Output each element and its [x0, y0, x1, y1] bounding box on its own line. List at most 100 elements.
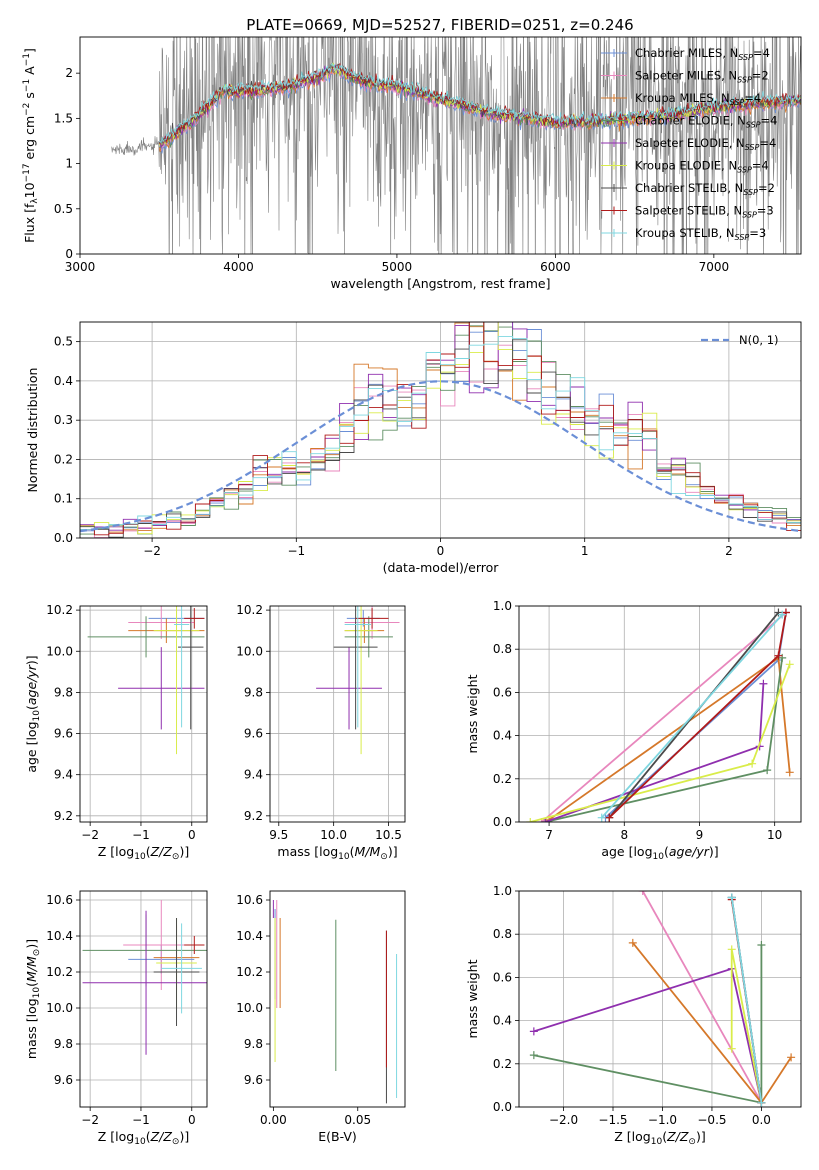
mass-vs-Z-panel: −2 −1 09.69.810.010.210.410.6Z [log10(Z/Z⊙… — [24, 890, 208, 1147]
label-part: age [log — [24, 721, 39, 772]
weight-marker — [605, 813, 614, 822]
label-part: ( — [664, 844, 669, 859]
legend-text: =4 — [753, 46, 770, 60]
x-tick-label: 6000 — [540, 260, 571, 274]
label-part: ( — [350, 844, 355, 859]
x-tick-label: 1 — [581, 544, 589, 558]
y-tick-label: 0.1 — [54, 492, 73, 506]
legend-text: =4 — [752, 159, 769, 173]
label-part: ⊙ — [380, 852, 388, 862]
model-line-4 — [158, 64, 801, 149]
weight-marker — [757, 941, 766, 949]
y-tick-label: 0.4 — [493, 1014, 512, 1028]
y-tick-label: 9.4 — [244, 768, 263, 782]
y-label-sup: −2 — [22, 103, 32, 116]
axes-frame — [79, 36, 802, 255]
y-tick-label: 0.5 — [54, 335, 73, 349]
y-tick-label: 0.5 — [54, 202, 73, 216]
x-tick-label: 5000 — [382, 260, 413, 274]
axes-frame — [269, 605, 406, 823]
y-tick-label: 0.0 — [493, 815, 512, 829]
label-part: 10 — [651, 1137, 663, 1147]
y-tick-label: 9.8 — [244, 1037, 263, 1051]
y-axis-label: Flux [fλ10−17 erg cm−2 s−1 A−1] — [22, 48, 40, 243]
legend-label: Salpeter MILES, NSSP=2 — [635, 69, 769, 85]
weight-marker — [785, 768, 794, 777]
y-tick-label: 0.6 — [493, 970, 512, 984]
label-part: Z/Z — [666, 1129, 689, 1144]
y-tick-label: 9.8 — [244, 685, 263, 699]
weight-marker — [778, 610, 787, 619]
x-tick-label: 0 — [188, 828, 196, 842]
y-label-sup: −1 — [22, 79, 32, 92]
axes-frame — [79, 890, 208, 1108]
x-tick-label: 2 — [725, 544, 733, 558]
label-part: )] — [179, 1129, 189, 1144]
legend-text: Kroupa MILES, N — [635, 91, 730, 105]
x-tick-label: 0.05 — [344, 1113, 371, 1127]
legend-text: Kroupa ELODIE, N — [635, 159, 737, 173]
label-part: 10 — [653, 852, 665, 862]
x-tick-label: 7 — [545, 828, 553, 842]
legend-label: Chabrier STELIB, NSSP=2 — [635, 181, 775, 197]
label-part: mass [log — [277, 844, 338, 859]
x-tick-label: 0.00 — [260, 1113, 287, 1127]
x-tick-label: 0.0 — [752, 1113, 771, 1127]
weight-line-9 — [601, 614, 783, 819]
y-tick-label: 9.6 — [54, 727, 73, 741]
y-tick-label: 1.0 — [493, 884, 512, 898]
x-axis-label: mass [log10(M/M⊙)] — [277, 844, 397, 862]
weight-line-4 — [533, 945, 763, 1104]
x-tick-label: 10.0 — [320, 828, 347, 842]
y-tick-label: 0.6 — [493, 685, 512, 699]
y-tick-label: 10.2 — [46, 603, 73, 617]
y-tick-label: 0.8 — [493, 642, 512, 656]
axes-frame — [518, 890, 802, 1108]
weight-marker — [748, 759, 757, 768]
label-part: )] — [24, 655, 39, 665]
y-axis-label: mass weight — [465, 959, 480, 1038]
weight-marker — [727, 1044, 736, 1053]
x-axis-label: Z [log10(Z/Z⊙)] — [614, 1129, 705, 1147]
spectrum-panel: 3000 4000 5000 6000 7000 0 0.5 1 1.5 2 wavelength … — [22, 36, 802, 291]
weight-marker — [727, 945, 736, 954]
legend-text: Salpeter STELIB, N — [635, 204, 742, 218]
weight-marker — [727, 893, 736, 902]
y-label-sup: −1 — [22, 53, 32, 66]
y-tick-label: 1.0 — [493, 599, 512, 613]
label-part: age/yr — [669, 844, 710, 859]
y-label-part: A — [22, 66, 37, 79]
y-tick-label: 10.2 — [236, 603, 263, 617]
label-part: 10 — [134, 852, 146, 862]
x-tick-label: −1.5 — [598, 1113, 627, 1127]
legend-sub: SSP — [746, 121, 761, 130]
y-tick-label: 1 — [65, 157, 73, 171]
legend-text: =4 — [761, 114, 778, 128]
x-axis-label: Z [log10(Z/Z⊙)] — [98, 844, 189, 862]
legend-text: =4 — [759, 136, 776, 150]
y-axis-label: mass weight — [465, 674, 480, 753]
y-tick-label: 0.2 — [493, 1057, 512, 1071]
y-axis-label: age [log10(age/yr)] — [24, 655, 42, 772]
label-part: )] — [388, 844, 398, 859]
label-part: )] — [24, 939, 39, 949]
y-label-part: Flux [f — [22, 203, 37, 243]
legend-label: Kroupa STELIB, NSSP=3 — [635, 226, 766, 242]
y-tick-label: 10.2 — [46, 965, 73, 979]
x-axis-label: wavelength [Angstrom, rest frame] — [330, 276, 550, 291]
legend-text: =4 — [744, 91, 761, 105]
y-tick-label: 0.2 — [493, 772, 512, 786]
y-tick-label: 10.0 — [236, 644, 263, 658]
label-part: Z/Z — [150, 1129, 173, 1144]
y-label-part: s — [22, 92, 37, 103]
x-tick-label: 4000 — [223, 260, 254, 274]
y-tick-label: 0 — [65, 247, 73, 261]
x-axis-label: age [log10(age/yr)] — [601, 844, 718, 862]
legend-text: =3 — [749, 226, 766, 240]
legend-text: =2 — [752, 69, 769, 83]
legend-sub: SSP — [738, 53, 753, 62]
legend-label: Chabrier MILES, NSSP=4 — [635, 46, 770, 62]
label-part: 10 — [338, 852, 350, 862]
x-tick-label: −1 — [287, 544, 305, 558]
